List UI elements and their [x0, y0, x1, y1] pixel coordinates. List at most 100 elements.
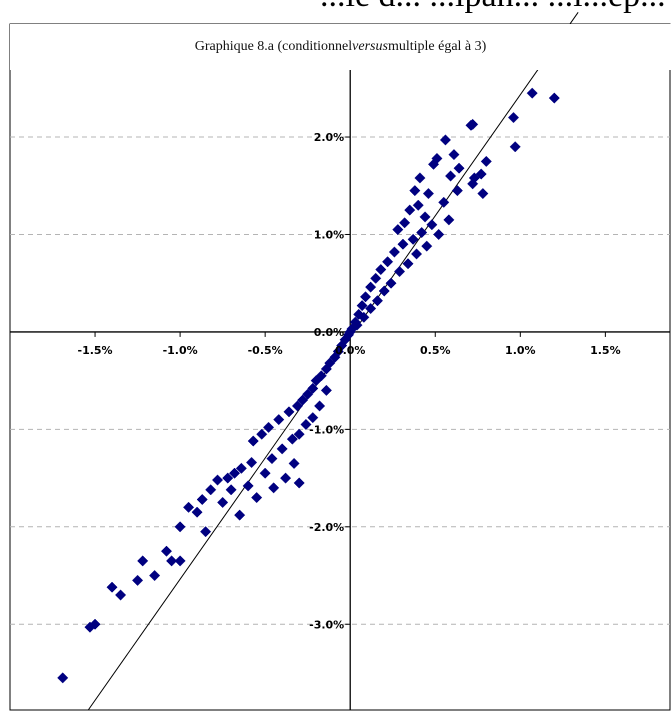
data-point	[407, 233, 419, 245]
data-point	[297, 394, 309, 406]
data-point	[509, 141, 521, 153]
y-tick-label: -3.0%	[309, 618, 344, 631]
data-point	[183, 501, 195, 513]
data-point	[399, 217, 411, 229]
data-point	[251, 492, 263, 504]
x-tick-label: 1.5%	[590, 344, 621, 357]
data-point	[310, 375, 322, 387]
data-point	[235, 462, 247, 474]
data-point	[302, 388, 314, 400]
data-point	[388, 246, 400, 258]
data-point	[149, 569, 161, 582]
data-point	[245, 456, 258, 469]
data-point	[263, 421, 275, 433]
data-point	[526, 87, 538, 99]
data-point	[132, 574, 144, 586]
chart-title: Graphique 8.a (conditionnel versus multi…	[10, 24, 671, 70]
data-point	[217, 496, 229, 508]
data-point	[392, 224, 404, 236]
data-point	[371, 295, 383, 307]
data-point	[84, 621, 96, 633]
data-point	[419, 211, 431, 223]
data-point	[477, 187, 489, 200]
data-point	[174, 521, 186, 533]
data-point	[467, 178, 479, 190]
data-point	[268, 482, 280, 494]
data-point	[548, 92, 560, 104]
data-point	[57, 672, 69, 684]
data-point	[137, 555, 149, 567]
data-point	[200, 526, 212, 538]
data-point	[191, 506, 203, 518]
data-point	[451, 185, 463, 197]
y-tick-label: -1.0%	[309, 423, 344, 436]
y-tick-label: 1.0%	[314, 228, 345, 241]
data-point	[375, 264, 387, 276]
data-point	[370, 272, 382, 284]
data-point	[393, 265, 406, 278]
y-tick-label: -2.0%	[309, 521, 344, 534]
data-point	[160, 545, 173, 557]
data-point	[211, 474, 224, 486]
x-tick-label: -1.5%	[78, 344, 113, 357]
chart-frame	[9, 23, 671, 711]
x-tick-label: 0.5%	[420, 344, 451, 357]
chart-title-italic: versus	[352, 39, 388, 54]
data-point	[259, 467, 271, 479]
data-point	[196, 493, 208, 506]
data-point	[422, 187, 435, 200]
data-point	[307, 412, 319, 424]
data-point	[280, 472, 292, 484]
data-point	[356, 300, 368, 312]
data-point	[291, 400, 304, 412]
data-point	[378, 285, 390, 297]
x-tick-label: 1.0%	[505, 344, 536, 357]
x-tick-label: -0.5%	[248, 344, 283, 357]
chart-title-suffix: multiple égal à 3)	[387, 39, 487, 54]
y-tick-label: 0.0%	[314, 326, 345, 339]
data-point	[426, 219, 438, 231]
data-point	[365, 281, 377, 293]
data-point	[300, 418, 312, 431]
data-point	[166, 555, 178, 567]
data-point	[234, 509, 246, 521]
data-point	[320, 384, 332, 396]
data-point	[266, 453, 278, 465]
data-point	[273, 414, 285, 426]
data-point	[416, 226, 428, 239]
data-point	[465, 119, 477, 131]
cropped-header: ...ie d... ...ipan... ...i...ep...	[0, 0, 671, 24]
data-point	[409, 185, 421, 197]
data-point	[402, 258, 414, 270]
data-point	[448, 149, 460, 161]
data-point	[225, 484, 237, 496]
data-point	[410, 248, 423, 260]
data-point	[382, 256, 394, 268]
data-point	[438, 196, 450, 208]
data-point	[276, 443, 288, 455]
data-point	[428, 158, 440, 170]
data-point	[314, 400, 326, 412]
data-point	[453, 162, 465, 174]
data-point	[228, 467, 241, 479]
data-point	[359, 291, 372, 303]
data-point	[256, 428, 268, 440]
x-tick-label: 0.0%	[335, 344, 366, 357]
data-point	[414, 172, 426, 184]
data-point	[106, 581, 118, 593]
data-point	[433, 228, 445, 241]
data-point	[115, 589, 127, 601]
data-point	[507, 111, 520, 124]
data-point	[307, 382, 319, 394]
data-point	[365, 302, 377, 315]
data-point	[439, 134, 452, 146]
data-point	[320, 363, 332, 375]
tick-label-layer: -1.5%-1.0%-0.5%0.0%0.5%1.0%1.5%3.0%2.0%1…	[78, 34, 621, 632]
data-point	[421, 240, 433, 252]
y-tick-label: 2.0%	[314, 131, 345, 144]
data-point	[293, 477, 305, 489]
data-point	[288, 457, 300, 470]
chart-title-prefix: Graphique 8.a (conditionnel	[194, 39, 353, 54]
